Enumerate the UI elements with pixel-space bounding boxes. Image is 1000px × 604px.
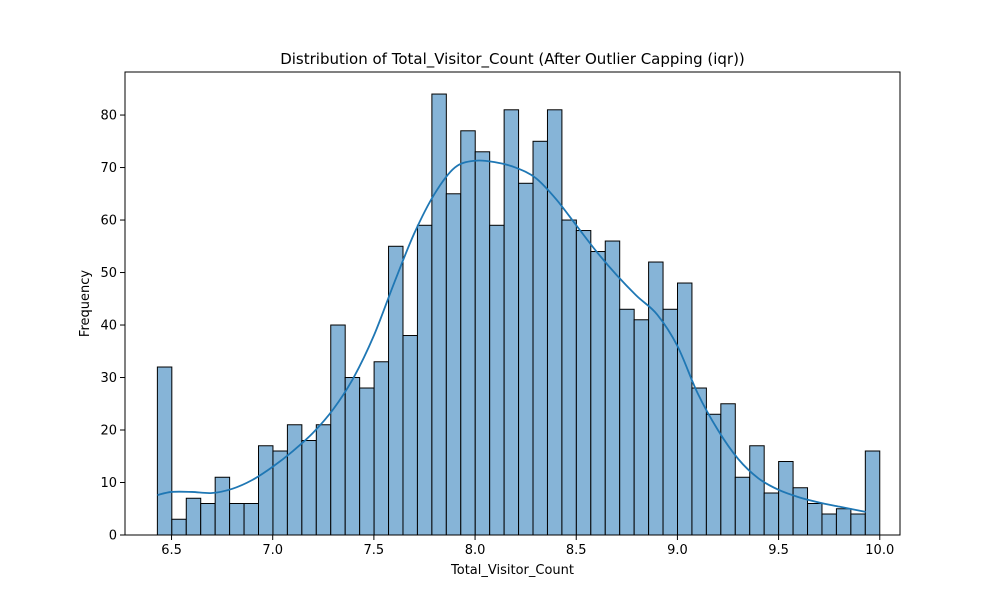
y-tick-label: 70 [100,161,117,176]
histogram-bar [503,109,520,536]
histogram-bar [171,518,187,536]
histogram-bar [460,130,476,536]
histogram-bar [850,513,866,536]
histogram-bar [633,319,650,536]
histogram-bar [734,476,751,536]
histogram-bar [416,224,433,536]
y-tick-label: 60 [100,214,117,229]
histogram-bar [229,503,245,536]
x-tick-label: 9.0 [667,543,688,558]
histogram-bar [835,508,852,536]
histogram-bar [330,324,346,536]
x-axis-label: Total_Visitor_Count [450,563,574,578]
x-tick-label: 8.0 [465,543,486,558]
histogram-bar [763,492,780,536]
y-tick-label: 30 [100,371,117,386]
x-tick-label: 6.5 [161,543,182,558]
histogram-bar [590,251,606,536]
histogram-bar [272,450,288,536]
histogram-bar [749,445,765,536]
histogram-bar [344,377,361,536]
histogram-bar [489,224,505,536]
y-tick-label: 20 [100,424,117,439]
histogram-bar [648,261,664,536]
histogram-bar [821,513,837,536]
y-tick-label: 40 [100,319,117,334]
histogram-bar [258,445,274,536]
kde-curve [157,159,866,513]
histogram-bar [156,366,173,536]
histogram-bar [575,230,592,536]
x-tick-label: 8.5 [566,543,587,558]
histogram-bar [807,503,823,536]
x-tick-label: 10.0 [865,543,894,558]
histogram-bars [156,93,881,536]
histogram-bar [373,361,390,536]
chart-title: Distribution of Total_Visitor_Count (Aft… [280,50,745,69]
histogram-bar [431,93,447,536]
plot-frame [124,71,901,536]
histogram-bar [200,503,216,536]
histogram-bar [402,335,418,536]
histogram-bar [792,487,809,536]
histogram-bar [604,240,621,536]
histogram-bar [676,282,693,536]
histogram-bar [864,450,881,536]
histogram-bar [720,403,736,536]
histogram-bar [691,387,707,536]
histogram-bar [214,476,231,536]
x-tick-label: 9.5 [768,543,789,558]
y-tick-label: 80 [100,109,117,124]
histogram-bar [546,109,563,536]
histogram-bar [301,440,317,536]
histogram-bar [619,308,635,536]
histogram-bar [474,151,491,536]
histogram-bar [532,140,548,536]
y-tick-label: 50 [100,266,117,281]
x-tick-label: 7.5 [364,543,385,558]
y-tick-label: 10 [100,476,117,491]
y-tick-label: 0 [109,529,117,544]
x-tick-label: 7.0 [262,543,283,558]
x-axis-ticks: 6.5 7.0 7.5 8.0 8.5 9.0 9.5 10.0 [161,535,894,558]
histogram-bar [445,193,462,536]
histogram-bar [315,424,332,536]
y-axis-label: Frequency [78,270,93,337]
histogram-bar [243,503,260,536]
histogram-bar [518,182,534,536]
y-axis-ticks: 0 10 20 30 40 50 60 70 80 [100,109,125,544]
histogram-bar [185,497,202,536]
histogram-bar [778,461,794,536]
histogram-bar [286,424,303,536]
histogram-bar [561,219,577,536]
histogram-bar [359,387,375,536]
